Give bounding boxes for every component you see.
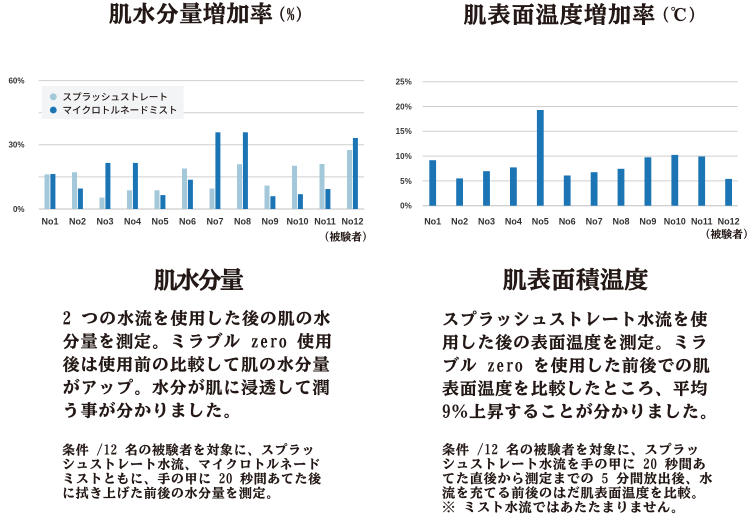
svg-text:No3: No3: [478, 217, 495, 227]
svg-text:No5: No5: [151, 217, 168, 227]
svg-text:No3: No3: [96, 217, 113, 227]
svg-text:No4: No4: [124, 217, 141, 227]
svg-text:0%: 0%: [13, 205, 25, 214]
svg-text:No1: No1: [41, 217, 58, 227]
svg-text:No2: No2: [69, 217, 86, 227]
svg-text:30%: 30%: [8, 141, 24, 150]
svg-text:No8: No8: [234, 217, 251, 227]
svg-text:20%: 20%: [396, 102, 412, 111]
svg-text:No10: No10: [664, 217, 686, 227]
svg-text:No6: No6: [179, 217, 196, 227]
svg-text:No8: No8: [612, 217, 629, 227]
svg-text:No10: No10: [286, 217, 308, 227]
svg-text:No6: No6: [559, 217, 576, 227]
svg-text:No7: No7: [586, 217, 603, 227]
svg-text:No12: No12: [341, 217, 363, 227]
svg-text:10%: 10%: [396, 152, 412, 161]
svg-text:No2: No2: [451, 217, 468, 227]
svg-text:15%: 15%: [396, 127, 412, 136]
svg-text:No1: No1: [424, 217, 441, 227]
svg-text:5%: 5%: [400, 177, 412, 186]
svg-text:0%: 0%: [400, 202, 412, 211]
svg-text:No5: No5: [532, 217, 549, 227]
svg-text:No9: No9: [639, 217, 656, 227]
svg-text:No11: No11: [314, 217, 336, 227]
svg-text:No4: No4: [505, 217, 522, 227]
svg-text:60%: 60%: [8, 77, 24, 86]
svg-text:No9: No9: [261, 217, 278, 227]
svg-text:No7: No7: [206, 217, 223, 227]
svg-text:No11: No11: [691, 217, 713, 227]
svg-text:No12: No12: [718, 217, 740, 227]
svg-text:25%: 25%: [396, 78, 412, 87]
